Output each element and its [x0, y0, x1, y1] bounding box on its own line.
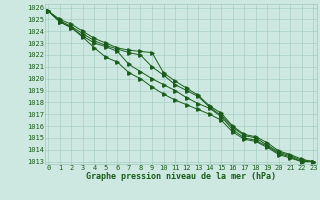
X-axis label: Graphe pression niveau de la mer (hPa): Graphe pression niveau de la mer (hPa): [86, 172, 276, 181]
